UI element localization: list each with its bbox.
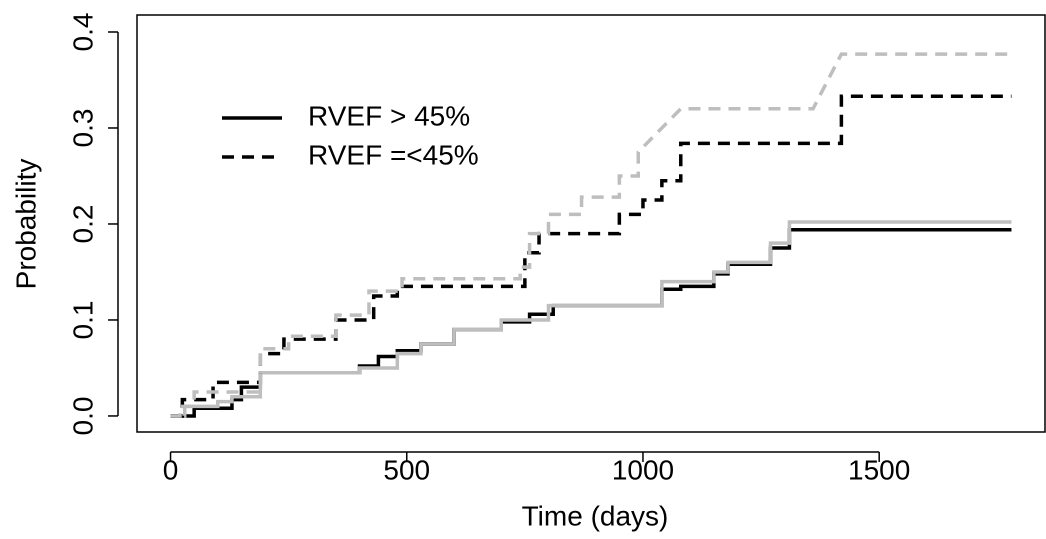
y-axis-label: Probability (10, 159, 41, 290)
step-line (170, 220, 1012, 418)
legend-label: RVEF =<45% (308, 139, 479, 170)
step-line (170, 52, 1012, 418)
y-tick-label: 0.3 (67, 109, 98, 148)
step-line (170, 227, 1012, 418)
y-tick-label: 0.2 (67, 205, 98, 244)
legend-label: RVEF > 45% (308, 100, 470, 131)
x-tick-label: 0 (163, 454, 179, 485)
plot-frame (136, 14, 1046, 433)
x-axis-label: Time (days) (522, 500, 669, 531)
y-tick-label: 0.4 (67, 13, 98, 52)
x-tick-label: 1000 (612, 454, 674, 485)
y-tick-label: 0.1 (67, 301, 98, 340)
y-tick-label: 0.0 (67, 397, 98, 436)
x-tick-label: 500 (383, 454, 430, 485)
step-line (170, 94, 1012, 418)
x-tick-label: 1500 (848, 454, 910, 485)
